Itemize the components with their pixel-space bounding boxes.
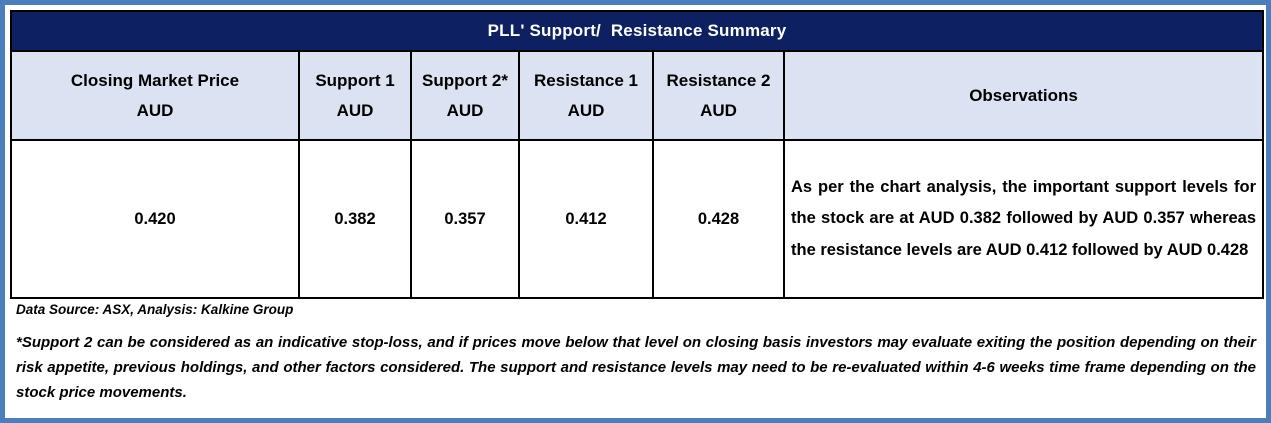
data-source-note: Data Source: ASX, Analysis: Kalkine Grou… <box>16 302 294 317</box>
table-title: PLL' Support/ Resistance Summary <box>9 10 1265 52</box>
title-row: PLL' Support/ Resistance Summary <box>9 10 1265 52</box>
col-header-unit: AUD <box>336 100 374 120</box>
col-header-closing-market-price: Closing Market Price AUD <box>10 50 300 141</box>
col-header-resistance-1: Resistance 1 AUD <box>518 50 654 141</box>
col-header-support-1: Support 1 AUD <box>298 50 412 141</box>
table-row: 0.420 0.382 0.357 0.412 0.428 As per the… <box>10 139 1265 299</box>
col-header-label: Support 2* <box>422 70 508 90</box>
col-header-label: Closing Market Price <box>70 70 240 90</box>
col-header-label: Resistance 1 <box>534 70 638 90</box>
support-resistance-table: PLL' Support/ Resistance Summary Closing… <box>9 10 1265 299</box>
support-1-value: 0.382 <box>298 139 412 299</box>
col-header-unit: AUD <box>136 100 174 120</box>
col-header-unit: AUD <box>446 100 484 120</box>
closing-market-price-value: 0.420 <box>10 139 300 299</box>
footnote-text: *Support 2 can be considered as an indic… <box>16 334 1256 401</box>
col-header-unit: AUD <box>700 100 737 120</box>
observations-text: As per the chart analysis, the important… <box>782 139 1265 299</box>
resistance-1-value: 0.412 <box>518 139 654 299</box>
col-header-resistance-2: Resistance 2 AUD <box>652 50 785 141</box>
col-header-label: Observations <box>969 85 1078 105</box>
col-header-unit: AUD <box>567 100 605 120</box>
header-row: Closing Market Price AUD Support 1 AUD S… <box>10 50 1265 141</box>
col-header-support-2: Support 2* AUD <box>410 50 520 141</box>
col-header-label: Support 1 <box>315 70 395 90</box>
col-header-label: Resistance 2 <box>666 70 771 90</box>
resistance-2-value: 0.428 <box>652 139 785 299</box>
col-header-observations: Observations <box>782 50 1265 141</box>
support-2-value: 0.357 <box>410 139 520 299</box>
